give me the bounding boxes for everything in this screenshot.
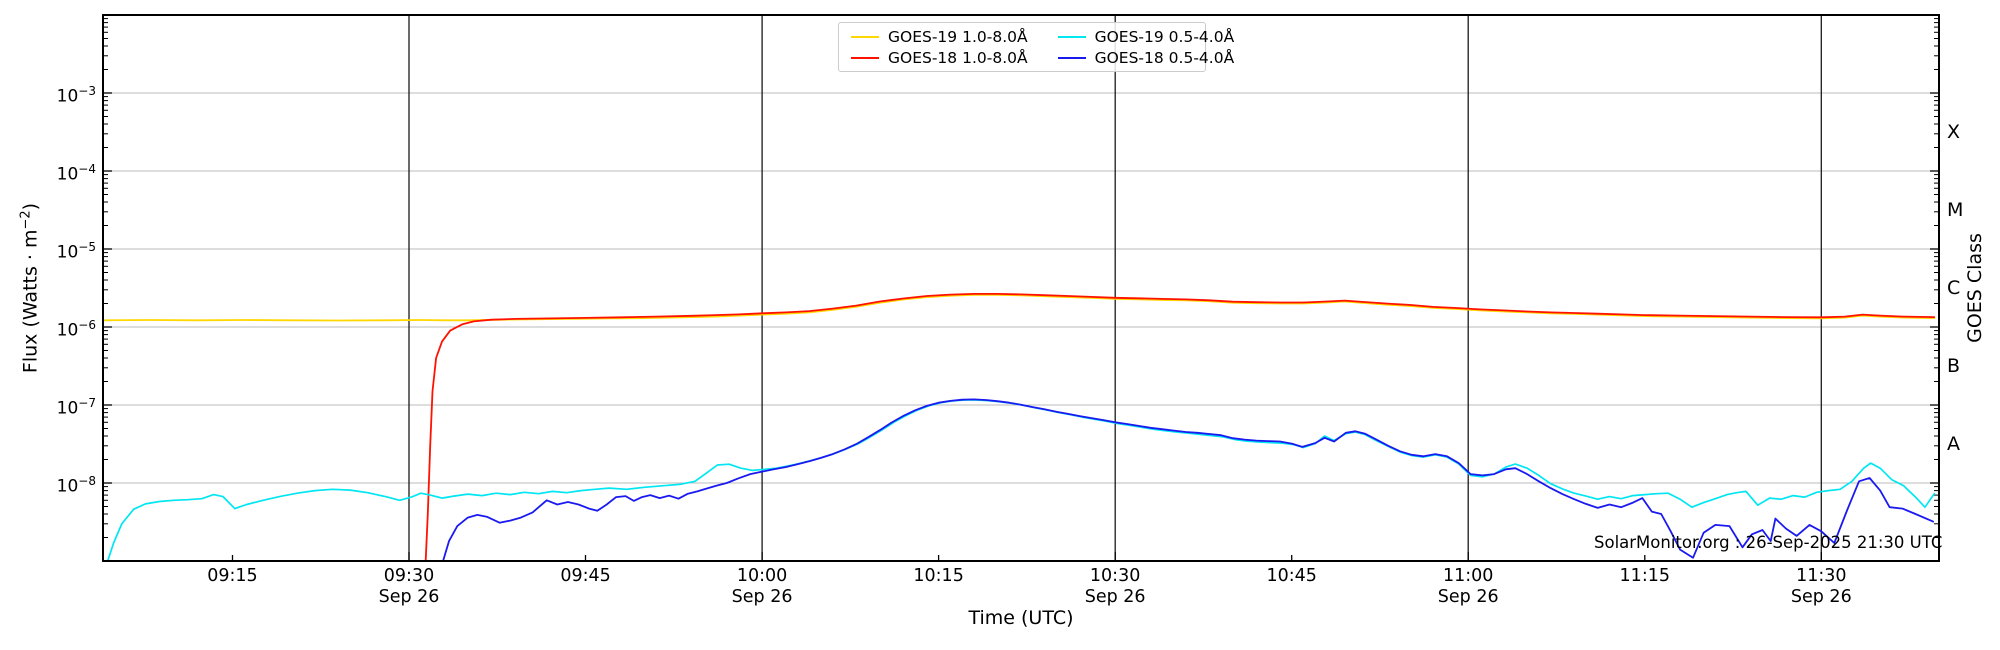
y-tick-base: 10 <box>56 476 79 497</box>
legend-label: GOES-19 0.5-4.0Å <box>1094 27 1235 46</box>
y-tick-base: 10 <box>56 164 79 185</box>
legend-label: GOES-19 1.0-8.0Å <box>888 27 1028 46</box>
x-tick-label: 10:45 <box>1266 566 1316 587</box>
legend-swatch-line <box>1057 56 1086 59</box>
x-axis-title: Time (UTC) <box>968 607 1074 629</box>
x-tick-time: 09:30 <box>383 566 435 586</box>
x-tick-label: 10:00 Sep 26 <box>732 566 793 608</box>
watermark: SolarMonitor.org : 26-Sep-2025 21:30 UTC <box>1594 533 1943 552</box>
y-tick-exponent: −3 <box>78 84 96 98</box>
plot-frame <box>102 14 1940 562</box>
y-tick-exponent: −8 <box>78 474 96 488</box>
y-axis-title: Flux (Watts · m−2) <box>18 203 41 373</box>
legend-swatch-line <box>1057 35 1086 38</box>
y-axis-title-close: ) <box>19 202 42 211</box>
legend-swatch-line <box>851 56 879 59</box>
goes-class-label: M <box>1947 199 1964 221</box>
y-tick-label: 10−4 <box>0 158 96 186</box>
x-tick-time: 10:00 <box>736 566 788 586</box>
series-goes-19-1.0-8.0- <box>103 294 1936 322</box>
x-tick-date: Sep 26 <box>1437 587 1499 607</box>
x-tick-time: 11:15 <box>1619 566 1670 586</box>
x-tick-date: Sep 26 <box>1790 587 1852 607</box>
legend-label: GOES-18 0.5-4.0Å <box>1094 48 1235 67</box>
x-tick-date: Sep 26 <box>378 587 440 607</box>
x-tick-time: 10:45 <box>1266 566 1317 586</box>
legend-entry: GOES-19 1.0-8.0Å <box>851 28 1028 46</box>
x-tick-label: 09:30 Sep 26 <box>379 566 440 608</box>
y-tick-base: 10 <box>56 398 79 419</box>
y-tick-base: 10 <box>56 320 79 341</box>
x-tick-date: Sep 26 <box>1084 587 1146 607</box>
x-tick-label: 11:30 Sep 26 <box>1791 566 1852 608</box>
legend-label: GOES-18 1.0-8.0Å <box>888 48 1028 67</box>
legend-entry: GOES-18 0.5-4.0Å <box>1057 48 1235 67</box>
y-tick-exponent: −4 <box>78 162 96 176</box>
y-axis-title-exponent: −2 <box>18 210 34 230</box>
y-tick-label: 10−5 <box>0 236 96 264</box>
x-tick-label: 10:30 Sep 26 <box>1085 566 1146 608</box>
goes-class-label: A <box>1947 433 1960 455</box>
x-tick-time: 10:30 <box>1089 566 1141 586</box>
x-tick-label: 09:15 <box>207 566 257 587</box>
x-tick-time: 09:15 <box>207 566 258 586</box>
y-tick-label: 10−7 <box>0 392 96 420</box>
y-tick-exponent: −7 <box>78 396 96 410</box>
legend-entry: GOES-19 0.5-4.0Å <box>1057 27 1235 46</box>
y-tick-base: 10 <box>56 86 79 107</box>
y-tick-base: 10 <box>56 242 79 263</box>
x-tick-label: 09:45 <box>560 566 610 587</box>
x-tick-time: 11:30 <box>1796 566 1847 586</box>
x-tick-time: 09:45 <box>560 566 611 586</box>
legend-entry: GOES-18 1.0-8.0Å <box>851 49 1028 67</box>
series-goes-18-1.0-8.0- <box>424 293 1936 561</box>
y-tick-label: 10−3 <box>0 80 96 108</box>
x-tick-date: Sep 26 <box>731 587 793 607</box>
y-tick-exponent: −5 <box>78 240 96 254</box>
goes-class-label: C <box>1947 277 1961 299</box>
x-tick-label: 11:15 <box>1620 566 1670 587</box>
series-goes-18-0.5-4.0- <box>442 398 1934 561</box>
x-tick-time: 10:15 <box>913 566 964 586</box>
y-tick-label: 10−6 <box>0 314 96 342</box>
legend-swatch-line <box>851 35 879 38</box>
legend: GOES-19 1.0-8.0Å GOES-18 1.0-8.0Å GOES-19 … <box>838 22 1234 72</box>
y-tick-label: 10−8 <box>0 470 96 498</box>
goes-class-label: X <box>1947 121 1961 143</box>
goes-class-label: B <box>1947 355 1961 377</box>
right-axis-title: GOES Class <box>1964 233 1986 343</box>
x-tick-time: 11:00 <box>1442 566 1494 586</box>
x-tick-label: 11:00 Sep 26 <box>1438 566 1499 608</box>
x-tick-label: 10:15 <box>913 566 963 587</box>
y-tick-exponent: −6 <box>78 318 96 332</box>
